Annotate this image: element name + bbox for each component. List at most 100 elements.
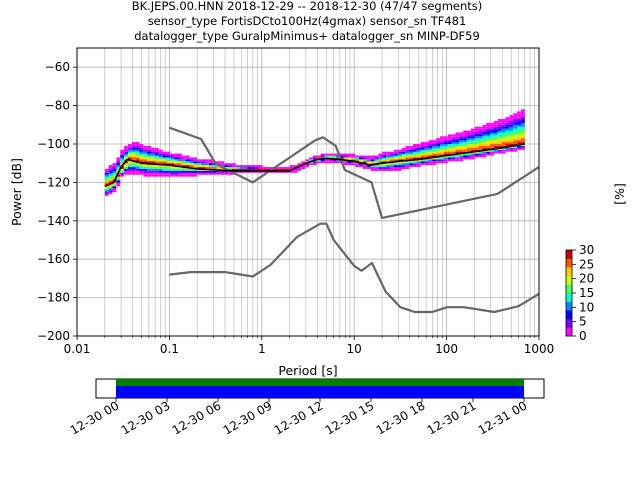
timebar-tick-label: 12-30 21 — [425, 398, 479, 437]
heat-cell — [154, 167, 159, 169]
heat-cell — [166, 161, 171, 164]
heat-cell — [328, 153, 333, 156]
heat-cell — [520, 142, 525, 144]
heat-cell — [474, 153, 479, 156]
heat-cell — [328, 155, 333, 158]
x-tick-label: 1000 — [524, 342, 555, 356]
heat-cell — [389, 168, 394, 171]
heat-cell — [143, 155, 148, 158]
heat-cell — [509, 140, 514, 143]
heat-cell — [493, 136, 498, 139]
heat-cell — [443, 140, 448, 143]
heat-cell — [386, 163, 390, 166]
heat-cell — [416, 157, 421, 160]
heat-cell — [451, 138, 456, 141]
heat-cell — [393, 157, 398, 160]
heat-cell — [513, 124, 518, 127]
heat-cell — [424, 147, 429, 150]
heat-cell — [405, 157, 410, 160]
heat-cell — [405, 167, 410, 169]
colorbar-segment — [566, 310, 572, 320]
colorbar-tick-label: 15 — [579, 286, 594, 300]
heat-cell — [166, 153, 171, 156]
heat-cell — [459, 136, 464, 139]
heat-cell — [497, 151, 502, 154]
y-tick-label: −160 — [37, 252, 70, 266]
heat-cell — [378, 157, 383, 160]
heat-cell — [416, 145, 421, 148]
heat-cell — [478, 151, 483, 154]
colorbar-segment — [566, 275, 572, 285]
heat-cell — [416, 161, 421, 164]
heat-cell — [497, 120, 502, 123]
heat-cell — [220, 163, 225, 166]
heat-cell — [451, 144, 456, 146]
heat-cell — [509, 138, 514, 141]
heat-cell — [166, 174, 171, 177]
heat-cell — [147, 147, 152, 150]
heat-cell — [258, 168, 263, 171]
heat-cell — [158, 159, 163, 162]
colorbar-segment — [566, 318, 572, 328]
heat-cell — [413, 165, 417, 168]
heat-cell — [231, 168, 236, 171]
heat-cell — [143, 168, 148, 171]
heat-cell — [490, 134, 494, 137]
heat-cell — [451, 136, 456, 139]
heat-cell — [509, 119, 514, 121]
heat-cell — [493, 134, 498, 137]
heat-cell — [397, 168, 402, 171]
heat-cell — [197, 161, 202, 164]
heat-cell — [162, 174, 167, 177]
heat-cell — [204, 163, 209, 166]
heat-cell — [181, 174, 186, 177]
heat-cell — [104, 193, 109, 196]
heat-cell — [193, 157, 198, 160]
plot-background — [77, 48, 539, 336]
heat-cell — [151, 161, 155, 164]
heat-cell — [389, 157, 394, 160]
heat-cell — [312, 157, 317, 160]
timebar-tick-label: 12-30 12 — [272, 398, 326, 437]
heat-cell — [455, 145, 460, 148]
heat-cell — [166, 165, 171, 168]
heat-cell — [443, 153, 448, 156]
heat-cell — [455, 142, 460, 144]
heat-cell — [127, 172, 132, 175]
heat-cell — [278, 168, 283, 171]
heat-cell — [251, 167, 256, 169]
heat-cell — [131, 153, 136, 156]
heat-cell — [181, 172, 186, 175]
heat-cell — [474, 134, 479, 137]
heat-cell — [378, 159, 383, 162]
heat-cell — [382, 157, 387, 160]
heat-cell — [189, 165, 194, 168]
heat-cell — [467, 136, 471, 139]
heat-cell — [420, 149, 425, 152]
heat-cell — [474, 151, 479, 154]
timebar-blue-segment — [116, 386, 524, 398]
heat-cell — [151, 167, 155, 169]
heat-cell — [208, 159, 213, 162]
heat-cell — [501, 134, 506, 137]
heat-cell — [497, 126, 502, 129]
heat-cell — [309, 157, 313, 160]
heat-cell — [409, 165, 414, 168]
heat-cell — [112, 163, 117, 166]
heat-cell — [497, 136, 502, 139]
heat-cell — [297, 167, 302, 169]
heat-cell — [470, 142, 475, 144]
heat-cell — [482, 147, 487, 150]
heat-cell — [401, 165, 406, 168]
heat-cell — [405, 155, 410, 158]
heat-cell — [193, 170, 198, 173]
heat-cell — [255, 165, 259, 168]
title-line-1: BK.JEPS.00.HNN 2018-12-29 -- 2018-12-30 … — [132, 0, 483, 13]
heat-cell — [131, 145, 136, 148]
heat-cell — [440, 138, 444, 141]
heat-cell — [386, 157, 390, 160]
heat-cell — [517, 115, 521, 118]
heat-cell — [127, 168, 132, 171]
heat-cell — [493, 138, 498, 141]
